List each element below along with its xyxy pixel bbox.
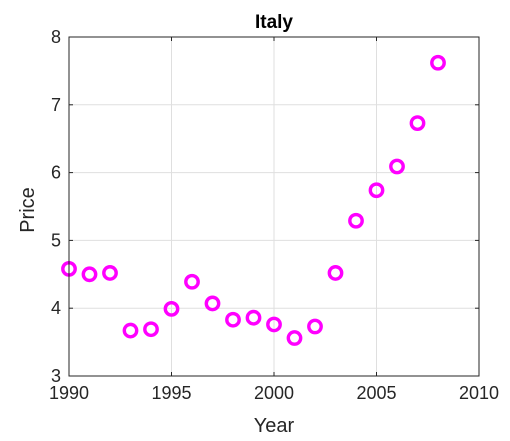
data-point bbox=[266, 316, 282, 333]
data-point bbox=[409, 115, 426, 132]
data-point bbox=[81, 266, 98, 283]
y-tick-label: 4 bbox=[51, 298, 61, 318]
data-point bbox=[184, 273, 200, 290]
x-axis-label: Year bbox=[254, 415, 295, 437]
data-point bbox=[102, 265, 118, 281]
data-point bbox=[368, 182, 385, 199]
data-point bbox=[122, 322, 139, 339]
x-tick-label: 2005 bbox=[356, 383, 396, 403]
data-point bbox=[389, 158, 405, 175]
x-tick-label: 2010 bbox=[459, 383, 499, 403]
y-tick-labels: 3 4 5 6 7 8 bbox=[51, 27, 61, 386]
data-point bbox=[245, 309, 262, 326]
chart-title: Italy bbox=[255, 12, 293, 33]
x-tick-label: 1990 bbox=[49, 383, 89, 403]
data-point bbox=[163, 300, 180, 317]
data-points bbox=[61, 54, 446, 346]
tick-marks bbox=[68, 36, 480, 377]
data-point bbox=[348, 212, 364, 229]
x-tick-label: 1995 bbox=[151, 383, 191, 403]
data-point bbox=[286, 330, 303, 346]
data-point bbox=[204, 295, 221, 312]
y-axis-label: Price bbox=[17, 187, 39, 233]
x-tick-label: 2000 bbox=[254, 383, 294, 403]
data-point bbox=[143, 321, 159, 338]
y-tick-label: 5 bbox=[51, 230, 61, 250]
data-point bbox=[225, 311, 241, 328]
data-point bbox=[307, 318, 323, 335]
y-tick-label: 8 bbox=[51, 27, 61, 47]
data-point bbox=[430, 54, 446, 71]
x-tick-labels: 1990 1995 2000 2005 2010 bbox=[49, 383, 499, 403]
y-tick-label: 7 bbox=[51, 95, 61, 115]
y-tick-label: 6 bbox=[51, 163, 61, 183]
y-tick-label: 3 bbox=[51, 366, 61, 386]
data-point bbox=[327, 265, 344, 281]
